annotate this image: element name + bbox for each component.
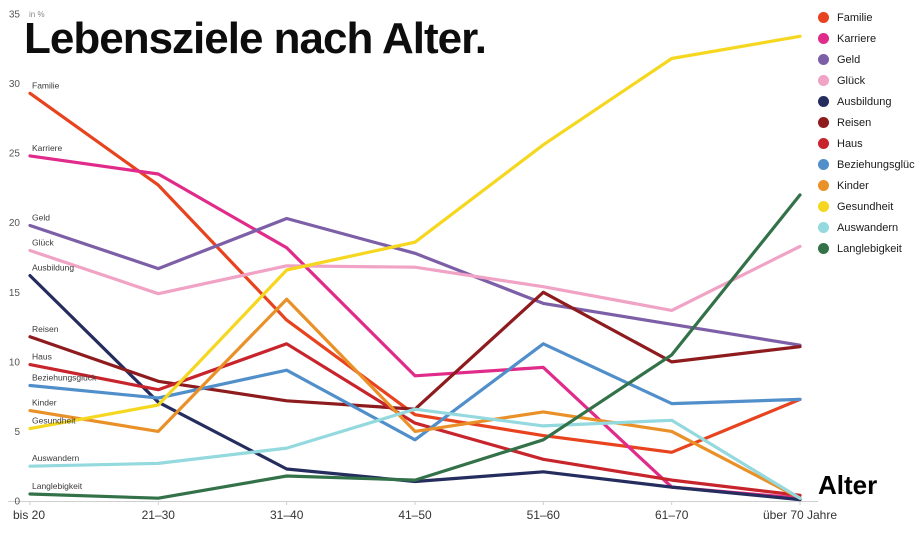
legend-dot [818, 180, 829, 191]
x-tick-label: 41–50 [398, 508, 432, 522]
series-line-kinder [28, 297, 802, 500]
series-line-gesundheit [28, 34, 802, 431]
series-start-label: Haus [32, 352, 52, 362]
legend-label: Kinder [837, 179, 869, 192]
x-tick-label: 21–30 [142, 508, 176, 522]
legend-label: Glück [837, 74, 866, 87]
legend-label: Ausbildung [837, 95, 892, 108]
legend-item: Langlebigkeit [818, 242, 915, 255]
series-start-label: Geld [32, 213, 50, 223]
legend-label: Langlebigkeit [837, 242, 902, 255]
y-tick-label: 25 [9, 149, 21, 160]
series-line-auswandern [28, 407, 802, 500]
legend-label: Haus [837, 137, 863, 150]
series-start-label: Familie [32, 80, 60, 90]
legend-dot [818, 12, 829, 23]
y-tick-label: 35 [9, 10, 21, 21]
x-tick-label: 31–40 [270, 508, 304, 522]
series-start-label: Ausbildung [32, 263, 74, 273]
series-start-label: Kinder [32, 398, 57, 408]
series-line-familie [28, 91, 802, 454]
series-start-label: Reisen [32, 324, 59, 334]
legend-item: Karriere [818, 32, 915, 45]
x-tick-label: 61–70 [655, 508, 689, 522]
legend-item: Auswandern [818, 221, 915, 234]
legend-dot [818, 75, 829, 86]
legend-label: Auswandern [837, 221, 899, 234]
y-tick-label: 20 [9, 218, 21, 229]
y-tick-label: 0 [14, 497, 20, 508]
legend-label: Reisen [837, 116, 872, 129]
chart-title: Lebensziele nach Alter. [24, 14, 487, 63]
legend-dot [818, 33, 829, 44]
series-line-glück [28, 244, 802, 312]
legend-label: Karriere [837, 32, 877, 45]
series-start-label: Beziehungsglück [32, 373, 97, 383]
legend-item: Geld [818, 53, 915, 66]
series-line-haus [28, 342, 802, 497]
legend-item: Kinder [818, 179, 915, 192]
y-tick-label: 10 [9, 357, 21, 368]
legend-item: Gesundheit [818, 200, 915, 213]
legend-item: Glück [818, 74, 915, 87]
series-line-langlebigkeit [28, 193, 802, 500]
legend-label: Geld [837, 53, 861, 66]
legend-item: Beziehungsglück [818, 158, 915, 171]
series-start-label: Gesundheit [32, 416, 76, 426]
x-tick-label: 51–60 [527, 508, 561, 522]
legend-item: Reisen [818, 116, 915, 129]
legend-dot [818, 138, 829, 149]
legend-dot [818, 222, 829, 233]
series-start-label: Langlebigkeit [32, 481, 83, 491]
legend: Familie Karriere Geld Glück Ausbildung Reisen… [818, 11, 915, 255]
legend-dot [818, 96, 829, 107]
legend-dot [818, 54, 829, 65]
legend-dot [818, 201, 829, 212]
series-line-geld [28, 216, 802, 347]
x-tick-label: über 70 Jahre [763, 508, 837, 522]
legend-label: Beziehungsglück [837, 158, 915, 171]
x-tick-label: bis 20 [13, 508, 45, 522]
legend-label: Gesundheit [837, 200, 894, 213]
legend-item: Familie [818, 11, 915, 24]
legend-item: Haus [818, 137, 915, 150]
y-tick-label: 30 [9, 79, 21, 90]
legend-dot [818, 117, 829, 128]
legend-dot [818, 159, 829, 170]
legend-item: Ausbildung [818, 95, 915, 108]
legend-dot [818, 243, 829, 254]
series-start-label: Glück [32, 238, 54, 248]
y-tick-label: 15 [9, 288, 21, 299]
series-start-label: Karriere [32, 143, 63, 153]
series-start-label: Auswandern [32, 453, 80, 463]
y-axis-unit: in % [29, 10, 45, 19]
x-axis-title: Alter [818, 470, 878, 500]
series-line-beziehungsglück [28, 342, 802, 442]
y-tick-label: 5 [14, 427, 20, 438]
legend-label: Familie [837, 11, 873, 24]
